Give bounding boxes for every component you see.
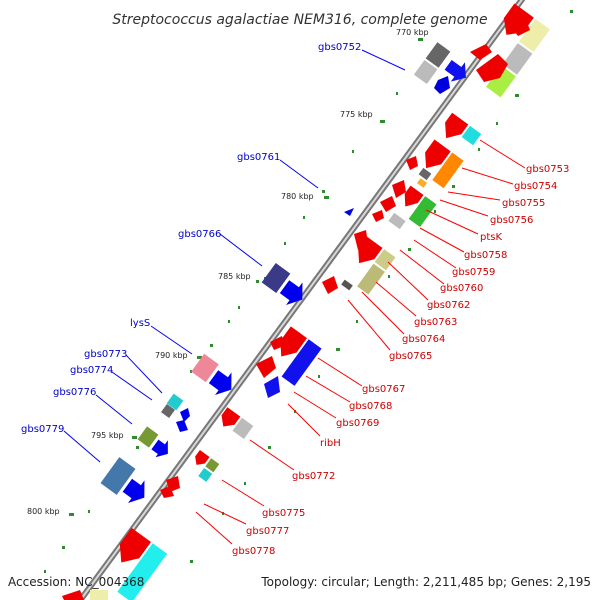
feature-gbs0759[interactable] [380, 196, 396, 212]
feature-gbs0767[interactable] [264, 326, 322, 386]
feature-ptsK[interactable] [394, 185, 437, 228]
label-gbs0779[interactable]: gbs0779 [21, 424, 64, 435]
feature-gbs0757[interactable] [406, 156, 418, 170]
label-gbs0775[interactable]: gbs0775 [262, 508, 305, 519]
feature-gbs0774[interactable] [161, 404, 175, 418]
label-gbs0776[interactable]: gbs0776 [53, 387, 96, 398]
feature-red-a[interactable] [476, 54, 508, 82]
label-gbs0769[interactable]: gbs0769 [336, 418, 379, 429]
feature-gbs0774b[interactable] [180, 408, 190, 422]
feature-bottom-yellow[interactable] [90, 590, 108, 600]
feature-gbs0755[interactable] [418, 167, 432, 181]
feature-gbs0760[interactable] [372, 210, 384, 222]
feature-gbs0763[interactable] [354, 230, 368, 250]
feature-gbs0772[interactable] [217, 407, 254, 440]
feature-gbs0752-small[interactable] [434, 76, 450, 94]
label-gbs0754[interactable]: gbs0754 [514, 181, 557, 192]
label-gbs0772[interactable]: gbs0772 [292, 471, 335, 482]
feature-gbs0758[interactable] [392, 180, 406, 198]
kbp-ticks: 770 kbp 775 kbp 780 kbp 785 kbp 790 kbp … [27, 28, 429, 516]
feature-gbs0753-top[interactable] [465, 3, 550, 98]
label-gbs0777[interactable]: gbs0777 [246, 526, 289, 537]
tick-track-inner [190, 10, 573, 563]
label-gbs0755[interactable]: gbs0755 [502, 198, 545, 209]
label-gbs0764[interactable]: gbs0764 [402, 334, 445, 345]
kbp-label-775: 775 kbp [340, 110, 373, 119]
feature-gbs0765[interactable] [322, 276, 338, 294]
feature-gbs0774c[interactable] [176, 420, 188, 432]
label-gbs0752[interactable]: gbs0752 [318, 42, 361, 53]
tick-track-outer [44, 92, 398, 573]
label-gbs0767[interactable]: gbs0767 [362, 384, 405, 395]
inner-strand-features [62, 3, 550, 600]
label-gbs0761[interactable]: gbs0761 [237, 152, 280, 163]
feature-bottom-red[interactable] [62, 590, 84, 600]
outer-labels: gbs0752 gbs0761 gbs0766 lysS gbs0773 gbs… [21, 42, 406, 463]
label-gbs0758[interactable]: gbs0758 [464, 250, 507, 261]
feature-gbs0754[interactable] [415, 139, 464, 189]
feature-bottom-group[interactable] [96, 527, 168, 600]
kbp-label-785: 785 kbp [218, 272, 251, 281]
feature-red-b[interactable] [470, 44, 492, 60]
genome-info-text: Topology: circular; Length: 2,211,485 bp… [260, 575, 591, 589]
feature-gbs0761[interactable] [344, 208, 354, 216]
feature-gbs0776[interactable] [135, 426, 174, 462]
label-gbs0773[interactable]: gbs0773 [84, 349, 127, 360]
label-gbs0765[interactable]: gbs0765 [389, 351, 432, 362]
kbp-label-770: 770 kbp [396, 28, 429, 37]
label-gbs0760[interactable]: gbs0760 [440, 283, 483, 294]
feature-grey-a[interactable] [388, 212, 406, 230]
label-gbs0756[interactable]: gbs0756 [490, 215, 533, 226]
label-gbs0768[interactable]: gbs0768 [349, 401, 392, 412]
feature-gbs0769[interactable] [264, 376, 280, 398]
label-gbs0778[interactable]: gbs0778 [232, 546, 275, 557]
feature-lysS[interactable] [188, 353, 239, 401]
feature-gbs0773[interactable] [166, 393, 184, 411]
kbp-label-800: 800 kbp [27, 507, 60, 516]
accession-text: Accession: NC_004368 [8, 575, 144, 589]
kbp-label-790: 790 kbp [155, 351, 188, 360]
inner-labels: gbs0753 gbs0754 gbs0755 gbs0756 ptsK gbs… [195, 139, 569, 557]
label-gbs0774[interactable]: gbs0774 [70, 365, 113, 376]
label-ribH[interactable]: ribH [320, 438, 341, 449]
label-gbs0753[interactable]: gbs0753 [526, 164, 569, 175]
kbp-label-795: 795 kbp [91, 431, 124, 440]
label-gbs0766[interactable]: gbs0766 [178, 229, 221, 240]
feature-gbs0753[interactable] [438, 112, 482, 154]
feature-gbs0775[interactable] [187, 450, 220, 482]
label-gbs0762[interactable]: gbs0762 [427, 300, 470, 311]
feature-gbs0752[interactable] [413, 42, 473, 100]
feature-gbs0768[interactable] [256, 356, 276, 378]
label-ptsK[interactable]: ptsK [480, 232, 502, 243]
map-title: Streptococcus agalactiae NEM316, complet… [112, 12, 487, 28]
feature-gbs0766[interactable] [259, 263, 310, 311]
label-lysS[interactable]: lysS [130, 318, 150, 329]
outer-strand-features [100, 42, 473, 509]
feature-gbs0779[interactable] [100, 457, 155, 509]
feature-ribH[interactable] [270, 336, 284, 350]
kbp-label-780: 780 kbp [281, 192, 314, 201]
feature-gbs0764[interactable] [341, 279, 353, 291]
feature-red-c[interactable] [512, 20, 530, 36]
label-gbs0763[interactable]: gbs0763 [414, 317, 457, 328]
feature-gbs0778[interactable] [160, 486, 174, 498]
label-gbs0759[interactable]: gbs0759 [452, 267, 495, 278]
feature-gbs0756[interactable] [417, 178, 427, 188]
